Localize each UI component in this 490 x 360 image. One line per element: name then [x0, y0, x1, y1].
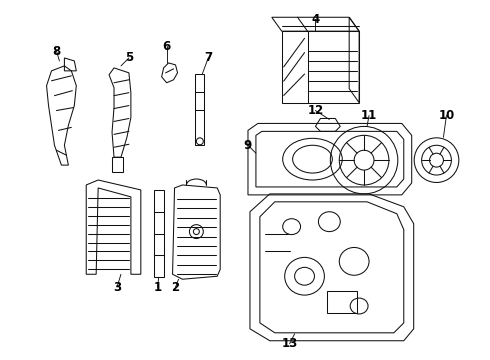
Bar — [282, 31, 359, 103]
Bar — [196, 74, 204, 145]
Text: 7: 7 — [204, 51, 212, 64]
Text: 10: 10 — [439, 109, 455, 122]
Text: 8: 8 — [52, 45, 61, 58]
Bar — [327, 291, 357, 313]
Bar — [154, 190, 164, 277]
Text: 1: 1 — [154, 281, 162, 294]
Text: 5: 5 — [125, 51, 133, 64]
Text: 3: 3 — [113, 281, 121, 294]
Text: 4: 4 — [311, 13, 319, 26]
Text: 6: 6 — [163, 40, 171, 53]
Text: 2: 2 — [172, 281, 180, 294]
Text: 13: 13 — [282, 337, 298, 350]
Text: 12: 12 — [307, 104, 323, 117]
Text: 9: 9 — [244, 139, 252, 152]
Text: 11: 11 — [361, 109, 377, 122]
